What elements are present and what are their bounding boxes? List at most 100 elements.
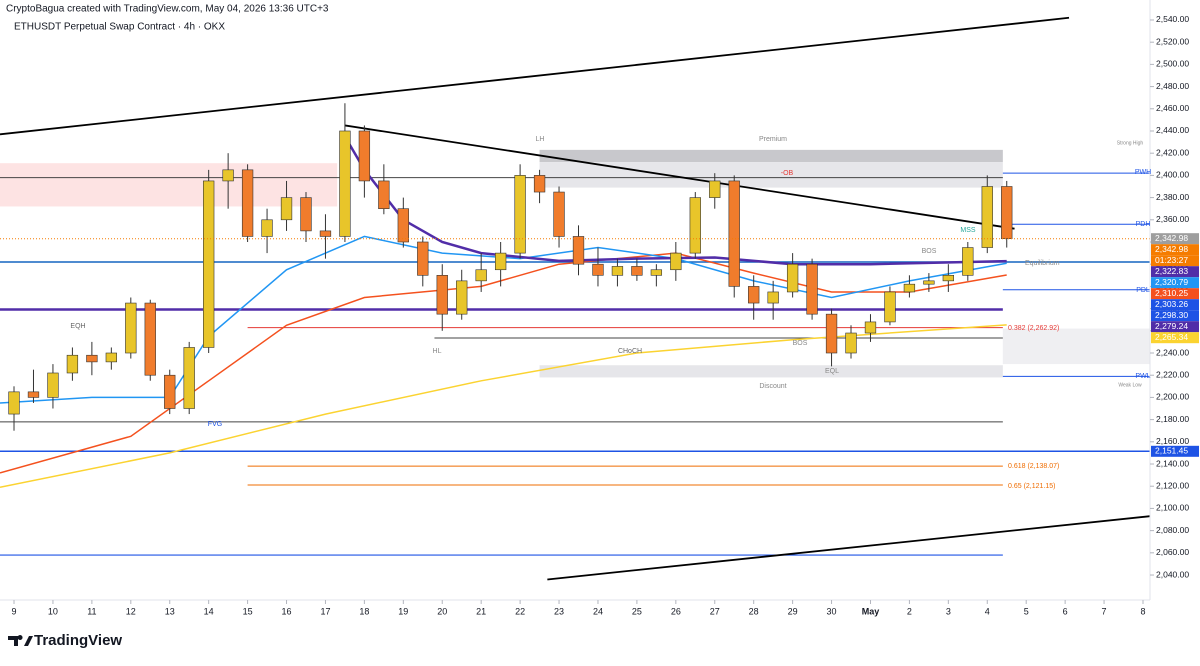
x-tick-label: 16 <box>282 606 292 616</box>
annotation: HL <box>433 348 442 355</box>
annotation: BOS <box>793 340 808 347</box>
y-tick-label: 2,520.00 <box>1156 36 1189 46</box>
candle-body <box>339 130 351 237</box>
x-tick-label: 21 <box>476 606 486 616</box>
trendline <box>547 515 1151 581</box>
candle-body <box>514 175 526 254</box>
indicator-line <box>0 252 1007 474</box>
candle-body <box>631 266 643 276</box>
annotation: Equilibrium <box>1025 260 1060 267</box>
candle-body <box>8 391 20 415</box>
price-label-text: 2,279.24 <box>1155 321 1188 331</box>
candle-body <box>397 208 409 243</box>
annotation: EQL <box>825 368 839 375</box>
candle-body <box>417 241 429 276</box>
candle-body <box>942 275 954 282</box>
x-tick-label: 23 <box>554 606 564 616</box>
x-tick-label: 8 <box>1140 606 1145 616</box>
zone <box>1002 328 1150 365</box>
candle-body <box>358 130 371 182</box>
candle-body <box>241 169 254 237</box>
candle-body <box>300 197 312 232</box>
price-label-text: 2,151.45 <box>1155 446 1188 456</box>
annotation: Strong High <box>1117 140 1144 146</box>
trendline <box>344 124 1015 230</box>
y-tick-label: 2,140.00 <box>1156 458 1189 468</box>
annotation: 0.382 (2,262.92) <box>1008 325 1059 332</box>
candle-body <box>378 180 390 209</box>
x-tick-label: 22 <box>515 606 525 616</box>
y-tick-label: 2,500.00 <box>1156 59 1189 69</box>
x-tick-label: 3 <box>946 606 951 616</box>
annotation: PWL <box>1135 373 1150 380</box>
candle-body <box>592 263 604 276</box>
zone <box>539 149 1003 163</box>
candle-body <box>864 321 877 334</box>
y-tick-label: 2,100.00 <box>1156 503 1189 513</box>
price-label <box>1151 310 1199 322</box>
price-label-text: 2,265.34 <box>1155 332 1188 342</box>
price-label <box>1151 277 1199 289</box>
indicator-line <box>343 135 1007 266</box>
candle-body <box>203 180 215 348</box>
candle-body <box>709 180 721 198</box>
candle-body <box>962 247 974 276</box>
y-tick-label: 2,180.00 <box>1156 414 1189 424</box>
annotation: Premium <box>759 136 787 143</box>
annotation: Discount <box>759 383 786 390</box>
logo-text: TradingView <box>34 632 122 649</box>
candle-body <box>66 354 79 374</box>
candle-body <box>825 313 838 354</box>
x-tick-label: 15 <box>243 606 253 616</box>
price-label-text: 2,342.98 <box>1155 233 1188 243</box>
candle-body <box>105 352 117 363</box>
x-tick-label: 30 <box>827 606 837 616</box>
price-label-text: 2,303.26 <box>1155 299 1188 309</box>
candle-body <box>923 280 935 285</box>
candle-body <box>494 252 507 271</box>
x-tick-label: 6 <box>1063 606 1068 616</box>
annotation: 0.618 (2,138.07) <box>1008 463 1059 470</box>
y-tick-label: 2,120.00 <box>1156 480 1189 490</box>
x-tick-label: 28 <box>749 606 759 616</box>
candle-body <box>767 291 779 304</box>
price-label-text: 2,322.83 <box>1155 266 1188 276</box>
y-tick-label: 2,540.00 <box>1156 14 1189 24</box>
y-tick-label: 2,200.00 <box>1156 392 1189 402</box>
candle-body <box>572 236 585 265</box>
logo: TradingView <box>8 632 122 649</box>
price-label <box>1151 332 1199 344</box>
annotation: MSS <box>960 227 976 234</box>
x-tick-label: 13 <box>165 606 175 616</box>
candle-body <box>845 332 857 354</box>
y-tick-label: 2,380.00 <box>1156 192 1189 202</box>
annotation: CHoCH <box>618 348 642 355</box>
candle-body <box>86 354 98 363</box>
x-tick-label: 10 <box>48 606 58 616</box>
logo-icon <box>8 635 33 646</box>
candle-body <box>748 286 760 304</box>
candle-body <box>261 219 273 237</box>
x-tick-label: 19 <box>398 606 408 616</box>
annotation: BOS <box>922 248 937 255</box>
x-tick-label: 27 <box>710 606 720 616</box>
y-tick-label: 2,060.00 <box>1156 547 1189 557</box>
x-tick-label: 20 <box>437 606 447 616</box>
y-tick-label: 2,220.00 <box>1156 369 1189 379</box>
y-tick-label: 2,420.00 <box>1156 147 1189 157</box>
annotation: LH <box>536 136 545 143</box>
candle-body <box>806 263 818 315</box>
candle-body <box>456 280 468 315</box>
candle-body <box>728 180 740 287</box>
symbol-title: ETHUSDT Perpetual Swap Contract · 4h · O… <box>14 22 225 33</box>
x-tick-label: 14 <box>204 606 214 616</box>
plot-area <box>0 16 1151 581</box>
annotation: -OB <box>781 170 794 177</box>
annotation: PDL <box>1136 287 1150 294</box>
countdown-box <box>1151 255 1199 267</box>
candle-body <box>670 252 682 271</box>
candle-body <box>319 230 332 237</box>
x-tick-label: 24 <box>593 606 603 616</box>
